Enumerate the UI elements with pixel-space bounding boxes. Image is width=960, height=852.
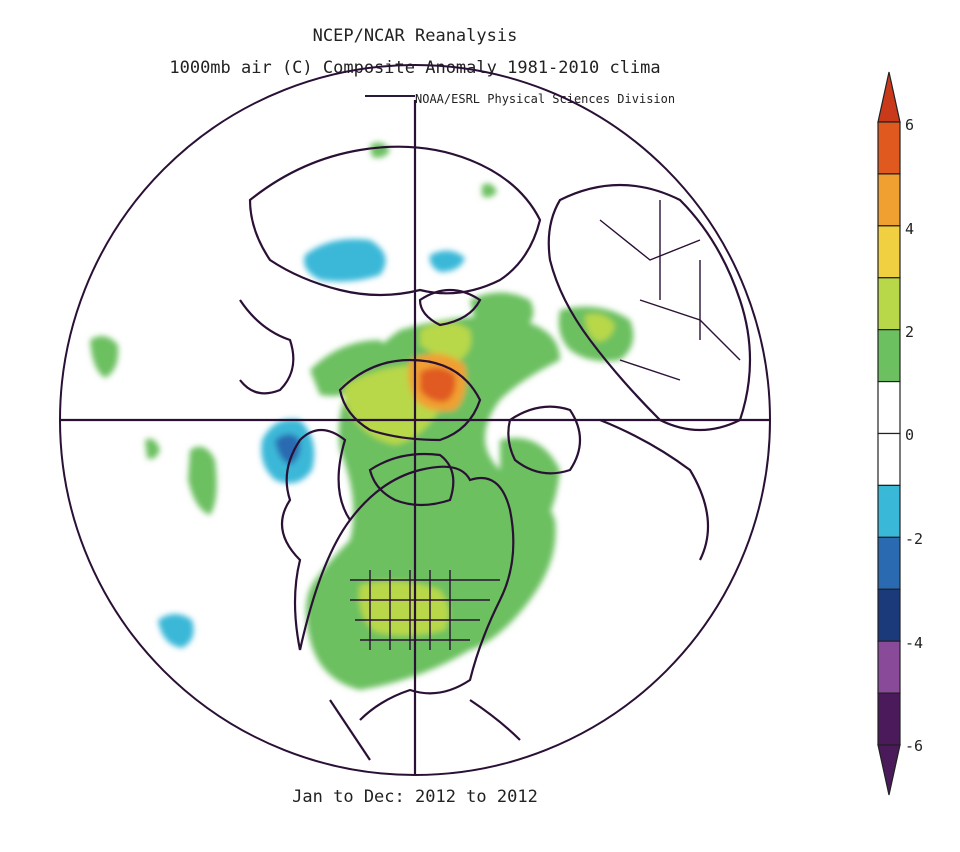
anomaly-region-norway-small [482, 183, 497, 198]
anomaly-region-canadian-archipelago-hotspot [420, 367, 456, 402]
colorbar-bottom-arrow [877, 744, 901, 796]
colorbar-label-0: 0 [905, 426, 915, 444]
credit-label: NOAA/ESRL Physical Sciences Division [415, 92, 676, 106]
colorbar-band [877, 173, 901, 227]
colorbar-band [877, 484, 901, 538]
anomaly-region-us-midwest [359, 581, 449, 636]
anomaly-region-scandinavia-inner [585, 313, 615, 342]
colorbar-label-6: 6 [905, 116, 915, 134]
colorbar-band [877, 432, 901, 487]
colorbar-label-neg2: -2 [905, 530, 924, 548]
map-subtitle: 1000mb air (C) Composite Anomaly 1981-20… [169, 58, 661, 78]
anomaly-region-pacific-green-c [145, 438, 160, 459]
colorbar-band [877, 277, 901, 331]
colorbar-label-neg4: -4 [905, 634, 924, 652]
anomaly-field [90, 142, 752, 761]
anomaly-region-north-pacific [158, 614, 194, 648]
colorbar-band [877, 121, 901, 175]
anomaly-region-alaska-west-core [275, 434, 301, 465]
map-title: NCEP/NCAR Reanalysis [312, 26, 518, 46]
anomaly-region-siberia-north [304, 239, 386, 282]
map-boundary [59, 64, 771, 776]
colorbar-band [877, 380, 901, 435]
colorbar-label-4: 4 [905, 220, 915, 238]
anomaly-region-pacific-green-a [90, 336, 119, 378]
colorbar-label-2: 2 [905, 323, 915, 341]
colorbar-label-neg6: -6 [905, 737, 924, 755]
colorbar-band [877, 640, 901, 694]
anomaly-region-pacific-green-b [188, 446, 217, 515]
colorbar-band [877, 329, 901, 383]
time-period-label: Jan to Dec: 2012 to 2012 [292, 787, 538, 807]
colorbar-band [877, 225, 901, 279]
credit-rule [365, 95, 415, 97]
anomaly-region-canadian-arctic-ne [420, 322, 472, 360]
colorbar-top-arrow [877, 71, 901, 123]
anomaly-region-siberia-east [429, 250, 465, 272]
country-borders [350, 200, 741, 650]
anomaly-region-mexico [320, 640, 380, 680]
colorbar-band [877, 692, 901, 746]
anomaly-region-ne-atlantic [500, 438, 560, 540]
colorbar-band [877, 588, 901, 642]
anomaly-region-greenland-north [470, 292, 534, 332]
colorbar-band [877, 536, 901, 590]
